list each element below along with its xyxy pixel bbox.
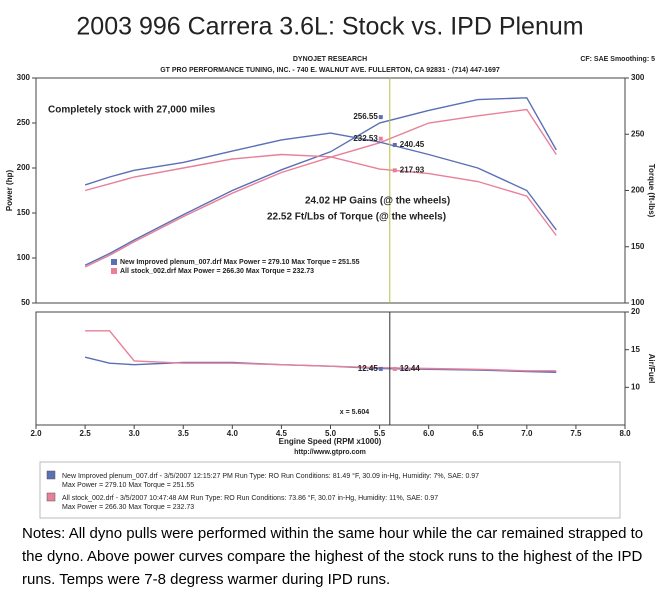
curve — [84, 97, 557, 266]
y2-axis-label: Torque (ft-lbs) — [647, 164, 656, 218]
legend-swatch — [111, 259, 117, 265]
x-tick-label: 3.5 — [178, 429, 190, 438]
run-max: Max Power = 266.30 Max Torque = 232.73 — [62, 504, 194, 511]
run-swatch — [46, 470, 56, 480]
settings: CF: SAE Smoothing: 5 — [580, 56, 655, 63]
y-tick-label: 300 — [17, 73, 31, 82]
point-label: 217.93 — [400, 165, 425, 174]
point-marker — [378, 136, 383, 141]
point-label: 240.45 — [400, 140, 425, 149]
x-tick-label: 2.5 — [80, 429, 92, 438]
annotation: Completely stock with 27,000 miles — [48, 105, 216, 116]
y-tick-label: 150 — [17, 208, 31, 217]
point-marker — [378, 366, 383, 371]
y-tick-label: 100 — [17, 253, 31, 262]
x-tick-label: 7.5 — [570, 429, 582, 438]
legend-label: New Improved plenum_007.drf Max Power = … — [120, 259, 360, 266]
y-tick-label: 50 — [21, 298, 30, 307]
shop: GT PRO PERFORMANCE TUNING, INC. - 740 E.… — [160, 67, 500, 74]
run-details: New Improved plenum_007.drf - 3/5/2007 1… — [62, 472, 479, 480]
curve — [84, 132, 557, 231]
y2-tick-label: 20 — [631, 307, 640, 316]
run-box — [39, 461, 621, 519]
point-marker — [392, 168, 397, 173]
point-label: 256.55 — [353, 112, 378, 121]
y-axis-label: Power (hp) — [5, 170, 14, 212]
y2-tick-label: 150 — [631, 242, 645, 251]
y2-tick-label: 15 — [631, 345, 640, 354]
point-label: 232.53 — [353, 134, 378, 143]
y2-tick-label: 10 — [631, 382, 640, 391]
x-tick-label: 5.0 — [325, 429, 337, 438]
curve — [84, 153, 557, 236]
run-swatch — [46, 492, 56, 502]
notes: Notes: All dyno pulls were performed wit… — [22, 525, 644, 588]
page-title: 2003 996 Carrera 3.6L: Stock vs. IPD Ple… — [76, 13, 583, 41]
y2-axis-label: Air/Fuel — [647, 354, 656, 384]
y-tick-label: 200 — [17, 163, 31, 172]
brand: DYNOJET RESEARCH — [293, 56, 367, 63]
x-tick-label: 6.5 — [472, 429, 484, 438]
legend-label: All stock_002.drf Max Power = 266.30 Max… — [120, 268, 314, 275]
curve — [85, 330, 557, 372]
y-tick-label: 250 — [17, 118, 31, 127]
y2-tick-label: 250 — [631, 129, 645, 138]
x-tick-label: 7.0 — [521, 429, 533, 438]
annotation: 22.52 Ft/Lbs of Torque (@ the wheels) — [267, 212, 446, 223]
curve — [84, 108, 557, 268]
x-tick-label: 4.5 — [276, 429, 288, 438]
x-tick-label: 5.5 — [374, 429, 386, 438]
legend-swatch — [111, 268, 117, 274]
run-max: Max Power = 279.10 Max Torque = 251.55 — [62, 482, 194, 489]
lower-panel — [35, 311, 626, 426]
x-tick-label: 4.0 — [227, 429, 239, 438]
point-label: 12.45 — [358, 364, 379, 373]
annotation: 24.02 HP Gains (@ the wheels) — [305, 196, 450, 207]
url: http://www.gtpro.com — [294, 449, 366, 456]
point-marker — [392, 366, 397, 371]
x-tick-label: 2.0 — [30, 429, 42, 438]
point-label: 12.44 — [400, 364, 421, 373]
cursor-label: x = 5.604 — [340, 409, 369, 416]
x-tick-label: 3.0 — [129, 429, 141, 438]
y2-tick-label: 300 — [631, 73, 645, 82]
y2-tick-label: 100 — [631, 298, 645, 307]
y2-tick-label: 200 — [631, 186, 645, 195]
point-marker — [392, 142, 397, 147]
run-details: All stock_002.drf - 3/5/2007 10:47:48 AM… — [62, 494, 438, 502]
x-tick-label: 8.0 — [619, 429, 631, 438]
x-axis-label: Engine Speed (RPM x1000) — [279, 437, 382, 446]
x-tick-label: 6.0 — [423, 429, 435, 438]
point-marker — [378, 115, 383, 120]
